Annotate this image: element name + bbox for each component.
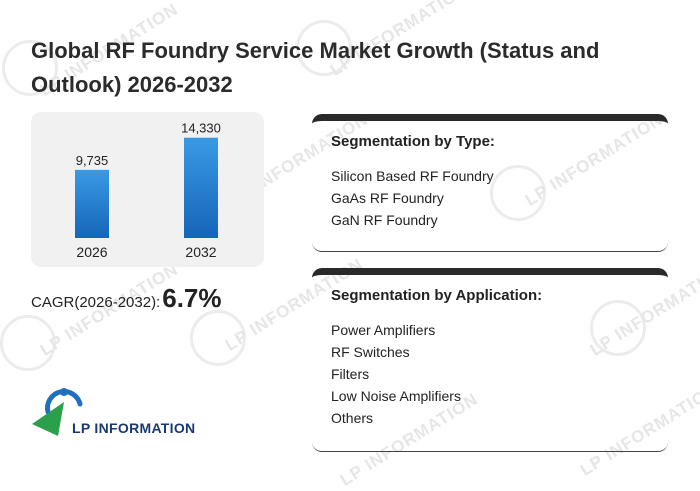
watermark-logo bbox=[190, 310, 246, 366]
list-item: Others bbox=[331, 410, 374, 426]
watermark-logo bbox=[2, 40, 58, 96]
list-item: GaAs RF Foundry bbox=[331, 190, 444, 206]
data-label: 9,735 bbox=[76, 153, 109, 168]
data-label: 14,330 bbox=[181, 121, 221, 136]
bar-chart: 9,735 2026 14,330 2032 bbox=[75, 121, 221, 260]
watermark-logo bbox=[590, 300, 646, 356]
category-label: 2032 bbox=[185, 244, 216, 260]
bar-2026 bbox=[75, 169, 109, 238]
logo-icon bbox=[32, 388, 83, 436]
list-item: Low Noise Amplifiers bbox=[331, 388, 461, 404]
logo-text: LP INFORMATION bbox=[72, 420, 196, 436]
segmentation-application-list: Power Amplifiers RF Switches Filters Low… bbox=[331, 319, 668, 429]
lp-information-logo: LP INFORMATION bbox=[30, 378, 200, 440]
list-item: Filters bbox=[331, 366, 370, 382]
bar-2032 bbox=[184, 137, 218, 238]
list-item: GaN RF Foundry bbox=[331, 212, 438, 228]
list-item: Silicon Based RF Foundry bbox=[331, 168, 494, 184]
list-item: RF Switches bbox=[331, 344, 410, 360]
segmentation-application-title: Segmentation by Application: bbox=[331, 287, 543, 304]
cagr-value: 6.7% bbox=[162, 283, 222, 313]
segmentation-type-title: Segmentation by Type: bbox=[331, 133, 495, 150]
page-title: Global RF Foundry Service Market Growth … bbox=[31, 38, 600, 97]
list-item: Power Amplifiers bbox=[331, 322, 436, 338]
cagr-label: CAGR(2026-2032): bbox=[31, 294, 161, 311]
bar-chart-panel: 9,735 2026 14,330 2032 bbox=[31, 112, 264, 267]
segmentation-by-type-card: Segmentation by Type: Silicon Based RF F… bbox=[312, 114, 668, 252]
watermark-logo bbox=[0, 315, 56, 371]
segmentation-type-list: Silicon Based RF Foundry GaAs RF Foundry… bbox=[331, 165, 668, 231]
category-label: 2026 bbox=[76, 244, 107, 260]
watermark-logo bbox=[296, 20, 352, 76]
watermark-logo bbox=[490, 165, 546, 221]
segmentation-by-application-card: Segmentation by Application: Power Ampli… bbox=[312, 268, 668, 452]
cagr: CAGR(2026-2032): 6.7% bbox=[31, 283, 222, 314]
